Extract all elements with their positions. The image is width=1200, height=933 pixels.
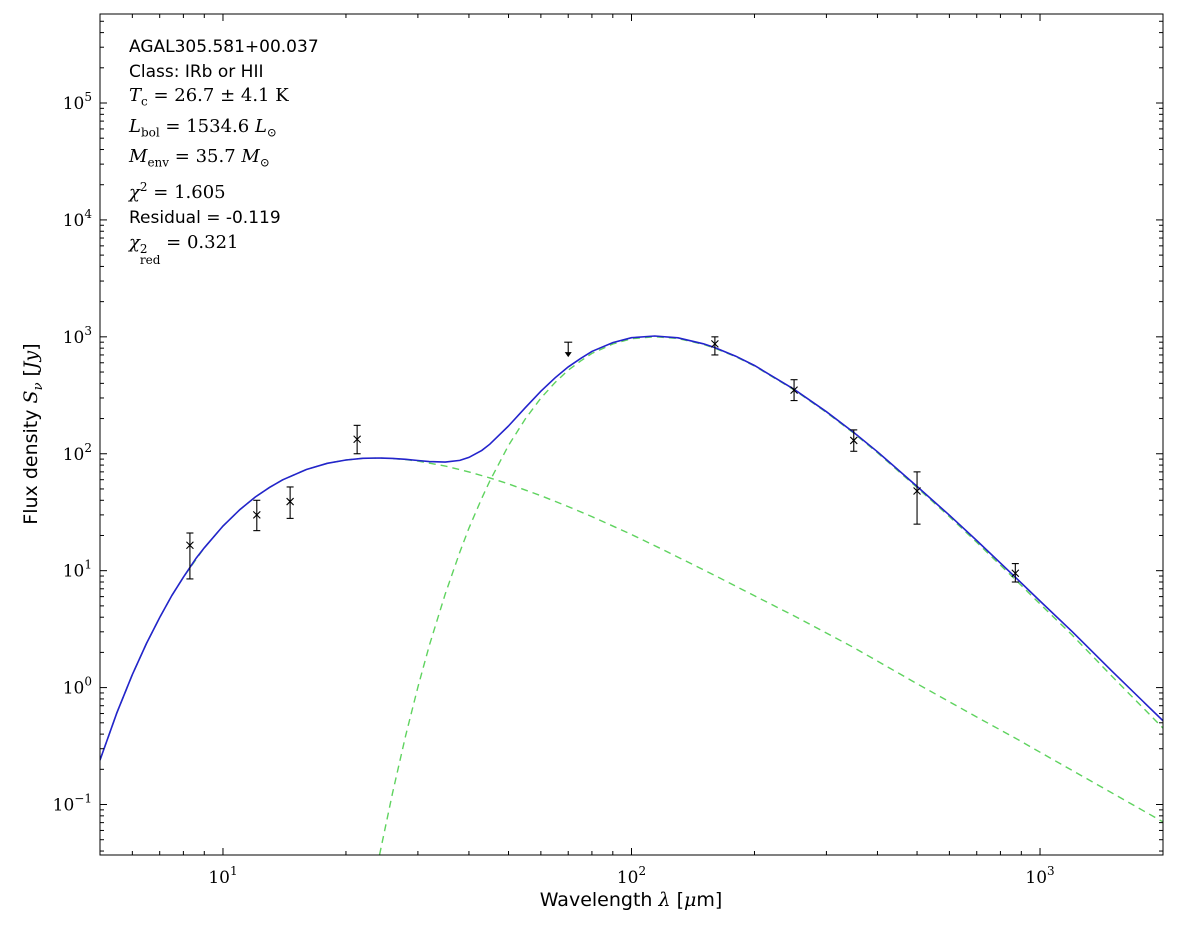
y-tick-label: 103 [63, 324, 92, 348]
data-point [710, 336, 719, 356]
y-axis-label: Flux density Sν [Jy] [20, 343, 46, 524]
lbol-subscript: bol [140, 125, 160, 140]
y-label-bracket: [ [20, 369, 43, 383]
chi-squared-line: χ2 = 1.605 [129, 175, 319, 206]
chi-red-exponent: 2 [139, 241, 148, 256]
total-model-curve [100, 335, 1163, 761]
y-tick-label: 10−1 [53, 792, 92, 816]
solar-luminosity-symbol: L [254, 115, 267, 137]
class-label: Class: IRb or HII [129, 61, 264, 82]
data-point [790, 379, 798, 402]
chi-red-value: = 0.321 [160, 231, 239, 253]
x-label-unit: m] [696, 889, 723, 911]
data-points-layer [186, 336, 1020, 583]
data-point [1011, 563, 1020, 583]
menv-subscript: env [147, 155, 170, 170]
chi-value: = 1.605 [147, 182, 226, 204]
data-point [913, 471, 921, 525]
mu-symbol: μ [683, 889, 697, 911]
x-label-bracket: [ [670, 889, 684, 911]
y-tick-label: 105 [63, 90, 92, 114]
nu-subscript: ν [30, 382, 46, 391]
fit-results-annotation: AGAL305.581+00.037 Class: IRb or HII Tc … [129, 35, 319, 266]
y-tick-label: 100 [63, 675, 92, 699]
y-tick-label: 104 [63, 207, 93, 231]
cold-component-curve [378, 336, 1163, 855]
x-axis-label: Wavelength λ [μm] [540, 889, 723, 911]
sun-symbol: ⊙ [266, 125, 277, 140]
chi-red-supsub: 2 red [139, 241, 161, 267]
tick-labels-layer: 101 102 103 10−1 100 101 102 103 104 105 [53, 90, 1055, 888]
lbol-symbol: L [129, 115, 141, 137]
x-tick-label: 102 [617, 864, 646, 888]
envelope-mass-line: Menv = 35.7 M⊙ [129, 145, 319, 175]
y-label-text: Flux density [20, 403, 43, 525]
source-name: AGAL305.581+00.037 [129, 37, 319, 57]
upper-limit-marker [564, 341, 573, 358]
data-point [849, 429, 858, 452]
chi-exponent: 2 [139, 180, 148, 195]
dust-temperature-line: Tc = 26.7 ± 4.1 K [129, 84, 319, 114]
y-label-bracket-close: ] [20, 343, 43, 351]
data-point [186, 532, 194, 580]
data-point [286, 486, 295, 519]
chi-red-subscript: red [139, 252, 161, 267]
tc-subscript: c [141, 95, 148, 109]
tc-value: = 26.7 ± 4.1 K [147, 85, 289, 107]
chi-symbol: χ [129, 231, 140, 253]
solar-mass-symbol: M [241, 146, 260, 167]
flux-symbol: S [20, 390, 43, 404]
reduced-chi-squared-line: χ 2 red = 0.321 [129, 231, 319, 266]
lbol-value: = 1534.6 [159, 115, 255, 137]
chi-symbol: χ [129, 182, 140, 204]
lambda-symbol: λ [658, 889, 671, 911]
jansky-unit: Jy [20, 350, 43, 370]
y-tick-label: 102 [63, 441, 92, 465]
curves-layer [100, 335, 1163, 855]
data-point [252, 499, 261, 532]
x-tick-label: 101 [208, 864, 237, 888]
tc-symbol: T [129, 85, 142, 107]
residual-line: Residual = -0.119 [129, 208, 281, 228]
menv-symbol: M [129, 146, 148, 167]
x-tick-label: 103 [1025, 864, 1054, 888]
data-point [353, 424, 362, 455]
x-label-text: Wavelength [539, 889, 659, 911]
ticks-layer [100, 14, 1163, 855]
y-tick-label: 101 [63, 558, 92, 582]
menv-value: = 35.7 [169, 146, 242, 167]
sun-symbol: ⊙ [259, 155, 270, 170]
bolometric-luminosity-line: Lbol = 1534.6 L⊙ [129, 115, 319, 145]
